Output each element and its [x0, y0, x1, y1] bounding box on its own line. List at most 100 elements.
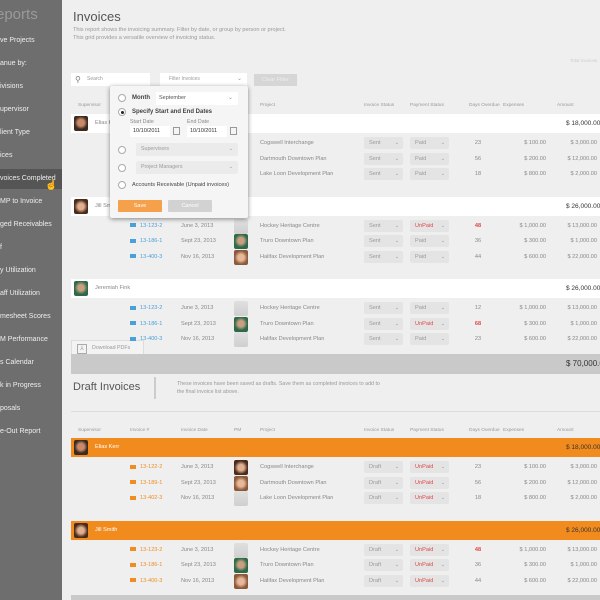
save-button[interactable]: Save	[118, 200, 162, 212]
invoice-status-select[interactable]: Sent ⌄	[364, 333, 403, 345]
invoice-status-select[interactable]: Sent ⌄	[364, 219, 403, 232]
invoice-status-select[interactable]: Draft ⌄	[364, 559, 403, 571]
calendar-icon[interactable]	[230, 127, 237, 135]
payment-status-select[interactable]: UnPaid ⌄	[410, 543, 449, 556]
group-row: Jeremiah Fink $ 26,000.00	[71, 279, 600, 298]
sidebar-item[interactable]: ices	[0, 152, 13, 159]
invoice-status-select[interactable]: Sent ⌄	[364, 302, 403, 314]
end-date-input[interactable]: 10/10/2011	[187, 126, 237, 137]
payment-status-select[interactable]: UnPaid ⌄	[410, 492, 449, 504]
supervisors-radio[interactable]	[118, 146, 126, 154]
sidebar-item[interactable]: s Calendar	[0, 359, 34, 366]
page-description: This report shows the invoicing summary.…	[73, 27, 286, 41]
grand-total: $ 70,000.00	[566, 358, 600, 368]
payment-status-select[interactable]: UnPaid ⌄	[410, 476, 449, 489]
expenses: $ 800.00	[524, 495, 546, 501]
invoice-date: Nov 16, 2013	[181, 253, 215, 260]
clear-filter-button[interactable]: Clear Filter	[254, 74, 297, 86]
invoice-status-select[interactable]: Draft ⌄	[364, 476, 403, 489]
invoice-status-select[interactable]: Draft ⌄	[364, 492, 403, 504]
sidebar-item[interactable]: anue by:	[0, 60, 27, 67]
pm-avatar	[234, 558, 248, 573]
sidebar-item[interactable]: M Performance	[0, 336, 48, 343]
sidebar-item[interactable]: aff Utilization	[0, 290, 40, 297]
payment-status-select[interactable]: UnPaid ⌄	[410, 317, 449, 330]
month-select[interactable]: September ⌄	[156, 92, 238, 105]
sidebar-item[interactable]: lient Type	[0, 129, 30, 136]
chevron-down-icon: ⌄	[394, 305, 399, 311]
payment-status-select[interactable]: UnPaid ⌄	[410, 461, 449, 473]
sidebar-item[interactable]: upervisor	[0, 106, 29, 113]
sidebar-item[interactable]: k in Progress	[0, 382, 41, 389]
days-overdue: 36	[474, 238, 482, 244]
amount: $ 13,000.00	[567, 546, 597, 553]
payment-status-select[interactable]: Paid ⌄	[410, 302, 449, 314]
invoice-link[interactable]: 13-123-2	[130, 305, 162, 311]
invoice-link[interactable]: 13-186-1	[130, 321, 162, 327]
calendar-icon[interactable]	[173, 127, 180, 135]
supervisors-select[interactable]: Supervisors ⌄	[136, 143, 238, 156]
payment-status-select[interactable]: Paid ⌄	[410, 137, 449, 149]
pm-avatar	[234, 249, 248, 265]
pm-avatar	[234, 301, 248, 316]
invoice-status-select[interactable]: Sent ⌄	[364, 137, 403, 149]
invoice-link[interactable]: 13-400-3	[130, 336, 162, 342]
invoice-status-select[interactable]: Draft ⌄	[364, 461, 403, 473]
invoice-date: June 3, 2013	[181, 464, 214, 470]
month-radio[interactable]	[118, 94, 126, 102]
sidebar-item[interactable]: ged Receivables	[0, 221, 52, 228]
payment-status-select[interactable]: Paid ⌄	[410, 168, 449, 180]
payment-status-select[interactable]: UnPaid ⌄	[410, 559, 449, 571]
project-managers-select[interactable]: Project Managers ⌄	[136, 161, 238, 174]
expenses: $ 100.00	[524, 140, 546, 146]
search-icon: ⚲	[75, 75, 81, 84]
date-range-radio[interactable]	[118, 108, 126, 116]
invoice-status-select[interactable]: Sent ⌄	[364, 168, 403, 180]
invoice-link[interactable]: 13-186-1	[130, 562, 162, 568]
invoice-status-select[interactable]: Sent ⌄	[364, 317, 403, 330]
invoice-link[interactable]: 13-189-1	[130, 480, 162, 486]
sidebar-item[interactable]: MP to Invoice	[0, 198, 43, 205]
sidebar-item[interactable]: ve Projects	[0, 37, 35, 44]
start-date-input[interactable]: 10/10/2011	[130, 126, 180, 137]
invoice-status-select[interactable]: Draft ⌄	[364, 574, 403, 587]
invoice-date: June 3, 2013	[181, 222, 214, 229]
chevron-down-icon: ⌄	[228, 164, 233, 170]
project-managers-radio[interactable]	[118, 164, 126, 172]
invoice-status-select[interactable]: Sent ⌄	[364, 152, 403, 165]
invoice-link[interactable]: 13-123-2	[130, 547, 162, 553]
invoice-status-select[interactable]: Sent ⌄	[364, 235, 403, 247]
invoice-link[interactable]: 13-400-3	[130, 578, 162, 584]
payment-status-select[interactable]: Paid ⌄	[410, 152, 449, 165]
invoice-status-select[interactable]: Sent ⌄	[364, 250, 403, 263]
sidebar-item[interactable]: voices Completed	[0, 169, 62, 189]
payment-status-select[interactable]: Paid ⌄	[410, 235, 449, 247]
filter-invoices-dropdown[interactable]: Filter Invoices ⌄	[160, 73, 247, 86]
payment-status-select[interactable]: Paid ⌄	[410, 333, 449, 345]
sidebar-item[interactable]: mesheet Scores	[0, 313, 51, 320]
sidebar-item[interactable]: y Utilization	[0, 267, 36, 274]
sidebar-item[interactable]: e-Out Report	[0, 428, 41, 435]
payment-status-select[interactable]: UnPaid ⌄	[410, 574, 449, 587]
invoice-link[interactable]: 13-400-3	[130, 254, 162, 260]
accounts-receivable-radio[interactable]	[118, 181, 126, 189]
invoice-link[interactable]: 13-186-1	[130, 238, 162, 244]
invoice-link[interactable]: 13-123-2	[130, 223, 162, 229]
hand-cursor-icon: ☝	[45, 180, 58, 191]
chevron-down-icon: ⌄	[440, 464, 445, 470]
days-overdue: 23	[474, 336, 482, 342]
sidebar-item[interactable]: ivisions	[0, 83, 23, 90]
project-name: Hockey Heritage Centre	[260, 305, 320, 311]
payment-status-select[interactable]: UnPaid ⌄	[410, 219, 449, 232]
payment-status-select[interactable]: Paid ⌄	[410, 250, 449, 263]
supervisor-avatar	[74, 116, 88, 131]
invoice-link[interactable]: 13-402-3	[130, 495, 162, 501]
sidebar-item[interactable]: posals	[0, 405, 21, 412]
cancel-button[interactable]: Cancel	[168, 200, 212, 212]
invoice-link[interactable]: 13-122-2	[130, 464, 162, 470]
sidebar-item[interactable]: f	[0, 244, 2, 251]
search-input[interactable]: ⚲ Search	[71, 73, 150, 86]
invoice-status-select[interactable]: Draft ⌄	[364, 543, 403, 556]
chevron-down-icon: ⌄	[440, 577, 445, 584]
chevron-down-icon: ⌄	[394, 155, 399, 162]
